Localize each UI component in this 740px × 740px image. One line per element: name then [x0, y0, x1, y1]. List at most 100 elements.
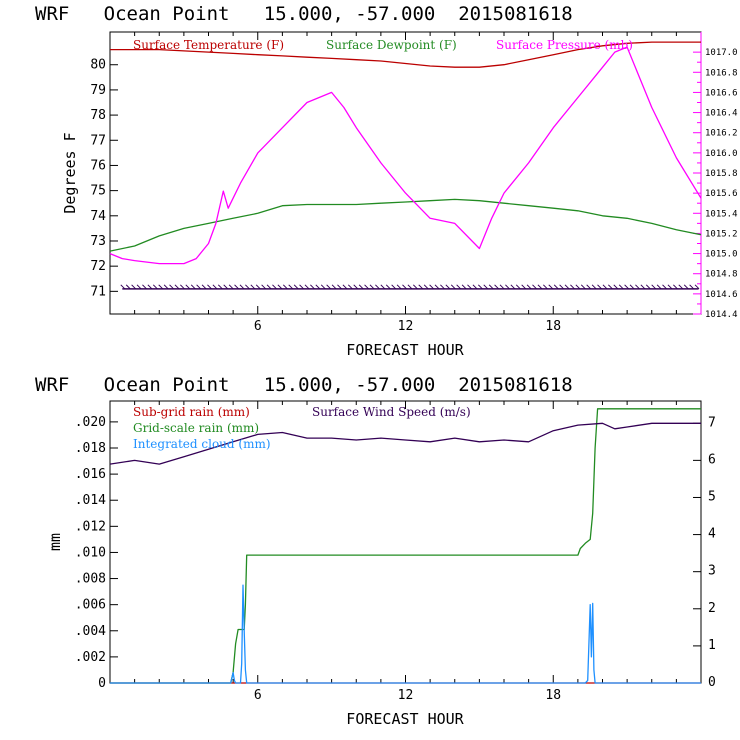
legend-entry: Surface Temperature (F) [133, 38, 284, 52]
y2-tick-label: 1015.8 [705, 169, 738, 179]
y-tick-label: 72 [90, 259, 106, 274]
surface-dewpoint-line [109, 198, 702, 252]
wind-barb [217, 284, 223, 290]
surface-temperature-line [110, 41, 701, 68]
y-tick-label: .016 [75, 467, 106, 482]
wind-barb [423, 284, 429, 290]
x-tick-label: 12 [398, 688, 414, 703]
legend-entry: Surface Wind Speed (m/s) [312, 405, 471, 419]
wind-barb [656, 284, 662, 290]
wind-barb [342, 284, 348, 290]
legend-entry: Surface Dewpoint (F) [326, 38, 457, 52]
wind-barb [310, 284, 315, 290]
wind-barb [689, 284, 694, 290]
wind-barb [261, 284, 266, 290]
y2-tick-label: 1015.4 [705, 209, 738, 219]
wind-barb [272, 284, 277, 290]
y-tick-label: .018 [75, 441, 106, 456]
wind-barb [282, 284, 288, 290]
wind-barb [185, 284, 191, 290]
wind-barb [396, 284, 402, 290]
wind-barb [429, 284, 434, 290]
y-tick-label: 74 [90, 209, 106, 224]
y-tick-label: .012 [75, 519, 106, 534]
y-tick-label: 0 [98, 676, 106, 691]
wind-barb [180, 284, 185, 290]
bottom-x-axis-label: FORECAST HOUR [346, 710, 464, 728]
precipitation-chart: WRF Ocean Point 15.000, -57.000 20150816… [35, 374, 716, 728]
wind-barb [152, 284, 158, 290]
y2-tick-label: 1015.0 [705, 250, 738, 260]
legend-entry: Grid-scale rain (mm) [133, 421, 259, 435]
wind-barb [277, 284, 283, 290]
y2-tick-label: 4 [708, 527, 716, 542]
wind-barb [694, 284, 700, 290]
wind-barb [375, 284, 380, 290]
wind-barb [228, 284, 234, 290]
wind-barb [223, 284, 229, 290]
wind-barb [326, 284, 331, 290]
y-tick-label: 79 [90, 83, 106, 98]
legend-entry: Surface Pressure (mb) [496, 38, 633, 52]
wind-barb [131, 284, 136, 290]
wind-barb [483, 284, 489, 290]
y-tick-label: .008 [75, 572, 106, 587]
x-tick-label: 12 [398, 319, 414, 334]
surface-wind-speed-line [109, 422, 701, 465]
y2-tick-label: 1016.6 [705, 88, 738, 98]
y2-tick-label: 2 [708, 601, 716, 616]
x-tick-label: 18 [545, 319, 561, 334]
wind-barb [673, 284, 678, 290]
y2-tick-label: 0 [708, 675, 716, 690]
wind-barb [602, 284, 608, 290]
wind-barb [158, 284, 164, 290]
wind-barb [353, 284, 359, 290]
wind-barb [477, 284, 483, 290]
y-tick-label: 73 [90, 234, 106, 249]
top-chart-title: WRF Ocean Point 15.000, -57.000 20150816… [35, 3, 573, 25]
wind-barb [347, 284, 353, 290]
y2-tick-label: 6 [708, 452, 716, 467]
wind-barb [629, 284, 635, 290]
bottom-chart-title: WRF Ocean Point 15.000, -57.000 20150816… [35, 374, 573, 396]
wind-barb [683, 284, 689, 290]
y-tick-label: .006 [75, 598, 106, 613]
wind-barb [445, 284, 451, 290]
wind-barb [580, 284, 586, 290]
wind-barb [364, 284, 369, 290]
wind-barb [331, 284, 337, 290]
y-tick-label: .002 [75, 650, 106, 665]
wind-barb [434, 284, 440, 290]
y2-tick-label: 5 [708, 489, 716, 504]
y2-tick-label: 7 [708, 415, 716, 430]
wind-barb [635, 284, 640, 290]
y-tick-label: .004 [75, 624, 106, 639]
wind-barb [570, 284, 575, 290]
wind-barb [174, 284, 180, 290]
top-x-axis-label: FORECAST HOUR [346, 341, 464, 359]
wind-barb [207, 284, 212, 290]
wind-barb [559, 284, 564, 290]
wind-barb [505, 284, 510, 290]
wind-barb [337, 284, 342, 290]
wind-barb [255, 284, 261, 290]
wind-barb [239, 284, 245, 290]
wind-barb [542, 284, 548, 290]
wind-barb [125, 284, 131, 290]
wind-barb [120, 284, 126, 290]
wind-barb [169, 284, 174, 290]
wind-barb [380, 284, 386, 290]
wind-barb [645, 284, 651, 290]
wind-barb [521, 284, 527, 290]
wind-barb [564, 284, 570, 290]
y-tick-label: 76 [90, 158, 106, 173]
wind-barb [304, 284, 310, 290]
y2-tick-label: 3 [708, 564, 716, 579]
wind-barb [288, 284, 294, 290]
wind-barb [624, 284, 629, 290]
wind-barb [407, 284, 413, 290]
wind-barb [553, 284, 559, 290]
wind-barb [299, 284, 304, 290]
wind-barb [494, 284, 499, 290]
